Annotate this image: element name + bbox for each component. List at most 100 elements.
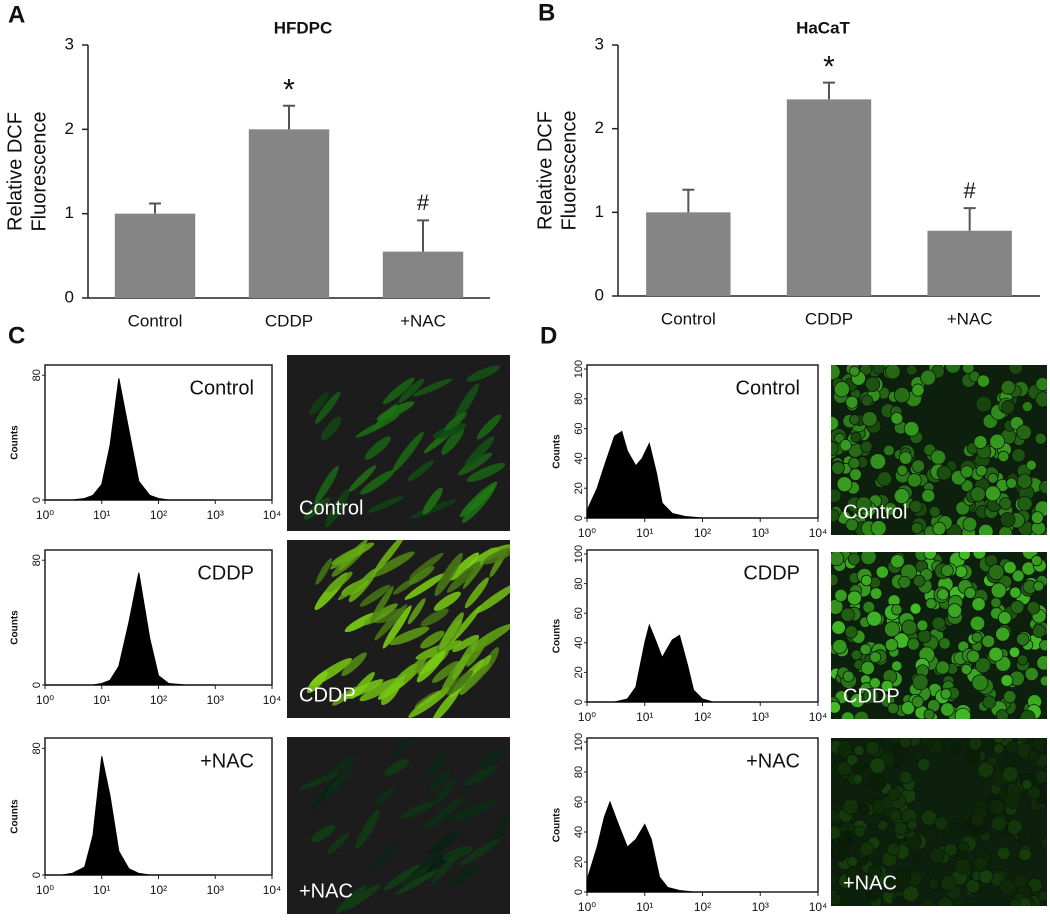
cell bbox=[923, 708, 935, 719]
cell bbox=[453, 383, 480, 422]
cell bbox=[916, 619, 929, 632]
cell bbox=[398, 378, 425, 404]
cell bbox=[452, 634, 479, 653]
cell bbox=[831, 873, 838, 886]
cell bbox=[866, 610, 883, 627]
cell bbox=[1016, 424, 1032, 441]
x-tick-label: 10¹ bbox=[636, 900, 653, 914]
panel-letter: D bbox=[540, 322, 557, 349]
cell bbox=[899, 738, 913, 749]
cell bbox=[831, 620, 846, 635]
chart-title: HaCaT bbox=[796, 18, 850, 37]
cell bbox=[849, 468, 862, 481]
cell bbox=[343, 679, 384, 700]
cell bbox=[383, 864, 420, 891]
cell bbox=[910, 522, 923, 534]
cell bbox=[382, 377, 415, 405]
cell bbox=[911, 459, 926, 473]
cell bbox=[466, 462, 506, 482]
cell bbox=[970, 486, 986, 502]
cell bbox=[449, 552, 480, 581]
cell bbox=[298, 772, 339, 791]
cell bbox=[427, 769, 451, 794]
micrograph-label: +NAC bbox=[299, 880, 353, 902]
cell bbox=[957, 841, 969, 853]
cell bbox=[901, 701, 916, 716]
y-tick-label: 80 bbox=[31, 554, 43, 566]
cell bbox=[463, 765, 498, 787]
x-tick-label: 10² bbox=[694, 526, 711, 540]
micrograph-label: CDDP bbox=[299, 684, 356, 706]
cell bbox=[422, 487, 443, 515]
cell bbox=[977, 761, 994, 779]
cell bbox=[831, 488, 842, 503]
bar bbox=[114, 213, 196, 298]
y-axis-label: Counts bbox=[10, 610, 21, 645]
cell bbox=[935, 660, 950, 675]
cell bbox=[921, 488, 936, 503]
x-tick-label: 10⁰ bbox=[578, 710, 596, 724]
cell bbox=[1031, 555, 1043, 567]
chart-title: HFDPC bbox=[274, 18, 333, 37]
cell bbox=[413, 378, 453, 397]
cell bbox=[977, 523, 994, 535]
cell bbox=[912, 673, 929, 691]
histogram-area bbox=[586, 800, 761, 893]
y-axis-label: Counts bbox=[552, 807, 563, 842]
cell bbox=[859, 841, 875, 857]
histogram-label: Control bbox=[736, 377, 800, 399]
micrograph: +NAC bbox=[831, 738, 1047, 906]
cell bbox=[408, 566, 435, 585]
cell bbox=[831, 573, 839, 587]
cell bbox=[441, 427, 464, 455]
cell bbox=[853, 825, 866, 838]
cell bbox=[369, 586, 394, 623]
histogram-area bbox=[45, 378, 216, 501]
cell bbox=[906, 365, 918, 376]
histogram-label: CDDP bbox=[743, 562, 800, 584]
y-tick-label: 0 bbox=[573, 889, 585, 895]
cell bbox=[995, 626, 1011, 642]
cell bbox=[842, 670, 855, 683]
y-tick-label: 1 bbox=[65, 203, 74, 222]
cell bbox=[841, 711, 855, 719]
y-tick-label: 2 bbox=[595, 118, 604, 137]
cell bbox=[895, 868, 912, 886]
cell bbox=[950, 741, 962, 753]
histogram-area bbox=[586, 430, 761, 519]
cell bbox=[374, 604, 408, 641]
histogram-area bbox=[45, 756, 216, 876]
cell bbox=[958, 552, 971, 561]
cell bbox=[1040, 837, 1047, 849]
cell bbox=[476, 414, 502, 440]
cell bbox=[315, 391, 341, 424]
cell bbox=[402, 865, 430, 886]
cells bbox=[298, 737, 510, 914]
histogram-area bbox=[45, 572, 216, 686]
x-tick-label: 10² bbox=[150, 508, 167, 522]
cell bbox=[841, 830, 853, 842]
cell bbox=[887, 702, 900, 715]
cell bbox=[921, 896, 935, 906]
cell bbox=[996, 846, 1011, 861]
histogram-area bbox=[587, 623, 761, 703]
y-tick-label: 3 bbox=[595, 34, 604, 53]
cell bbox=[457, 452, 493, 476]
cell bbox=[426, 750, 450, 776]
cell bbox=[409, 552, 444, 579]
cell bbox=[420, 630, 445, 649]
cell bbox=[940, 702, 955, 717]
cell bbox=[1032, 738, 1047, 752]
cell bbox=[439, 612, 464, 651]
cell bbox=[839, 439, 852, 452]
cell bbox=[870, 774, 887, 791]
cell bbox=[326, 833, 350, 855]
cell bbox=[886, 842, 901, 857]
cell bbox=[978, 869, 994, 884]
cell bbox=[936, 588, 949, 601]
cell bbox=[862, 687, 879, 704]
cell bbox=[1000, 399, 1016, 415]
x-tick-label: 10¹ bbox=[93, 883, 110, 897]
error-bar bbox=[963, 207, 976, 231]
cell bbox=[944, 842, 958, 857]
